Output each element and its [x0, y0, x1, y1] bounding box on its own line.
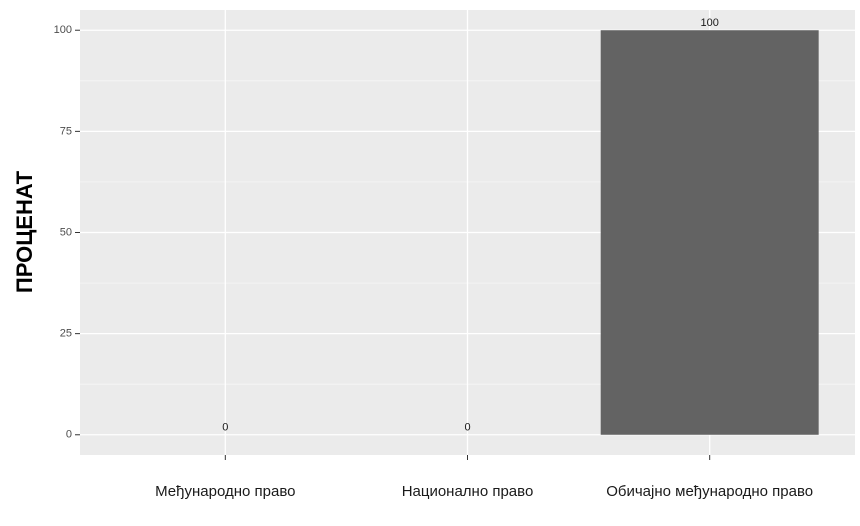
value-label: 0: [222, 422, 228, 434]
y-tick-label: 100: [54, 24, 72, 36]
value-label: 100: [701, 17, 719, 29]
bar: [600, 30, 819, 435]
x-tick-label: Међународно право: [155, 483, 295, 500]
y-tick-label: 75: [60, 125, 72, 137]
y-axis-label: ПРОЦЕНАТ: [12, 170, 37, 293]
y-tick-label: 0: [66, 429, 72, 441]
value-label: 0: [464, 422, 470, 434]
x-tick-label: Национално право: [402, 483, 534, 500]
y-tick-label: 25: [60, 328, 72, 340]
x-tick-label: Обичајно међународно право: [606, 483, 813, 500]
y-tick-label: 50: [60, 226, 72, 238]
